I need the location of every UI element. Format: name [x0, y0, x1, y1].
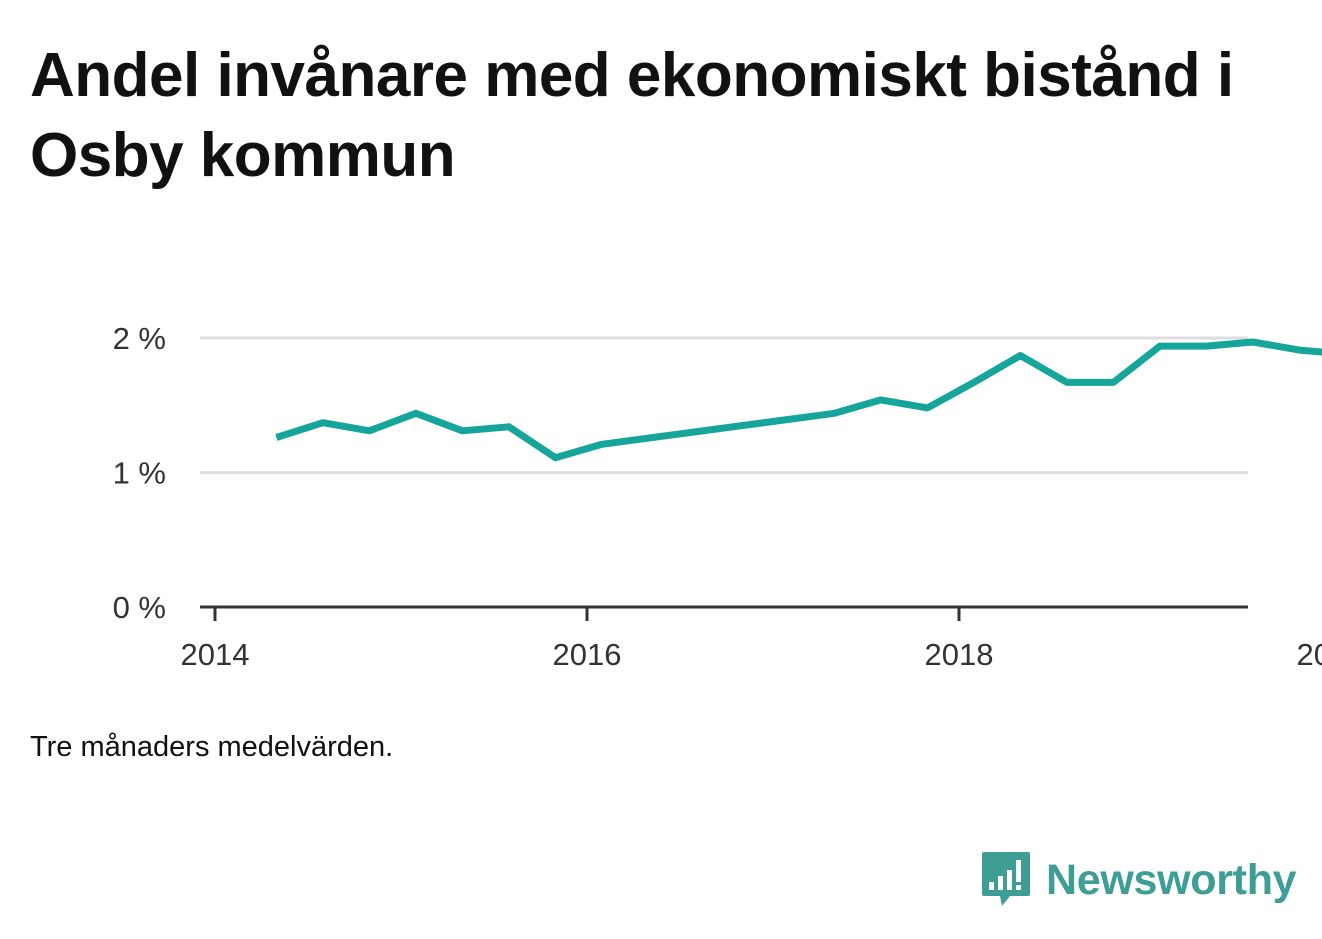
x-tick-label: 2014: [181, 637, 250, 672]
data-point: [322, 422, 323, 423]
data-point: [1252, 342, 1253, 343]
data-point: [276, 437, 277, 438]
data-point: [415, 413, 416, 414]
data-point: [834, 413, 835, 414]
data-point: [369, 430, 370, 431]
line-chart: 0 %1 %2 %201420162018202020222024: [113, 321, 1322, 672]
data-point: [1159, 346, 1160, 347]
data-point: [1299, 350, 1300, 351]
bar-chart-speech-bubble-icon: [982, 852, 1030, 906]
y-tick-label: 2 %: [113, 321, 166, 356]
data-point: [555, 457, 556, 458]
y-tick-label: 0 %: [113, 590, 166, 625]
data-point: [1066, 382, 1067, 383]
data-point: [508, 426, 509, 427]
x-tick-label: 2016: [553, 637, 622, 672]
data-point: [927, 407, 928, 408]
data-point: [1020, 355, 1021, 356]
data-point: [1113, 382, 1114, 383]
data-point: [1206, 346, 1207, 347]
data-point: [973, 382, 974, 383]
y-tick-label: 1 %: [113, 456, 166, 491]
data-point: [880, 399, 881, 400]
x-tick-label: 2018: [925, 637, 994, 672]
chart-note: Tre månaders medelvärden.: [30, 731, 394, 763]
series-line: [275, 338, 1322, 462]
brand-name: Newsworthy: [1046, 855, 1297, 904]
x-tick-label: 2020: [1297, 637, 1322, 672]
data-point: [601, 444, 602, 445]
chart-title: Andel invånare med ekonomiskt bistånd i …: [30, 41, 1234, 190]
data-point: [462, 430, 463, 431]
newsworthy-logo[interactable]: Newsworthy: [980, 850, 1297, 910]
